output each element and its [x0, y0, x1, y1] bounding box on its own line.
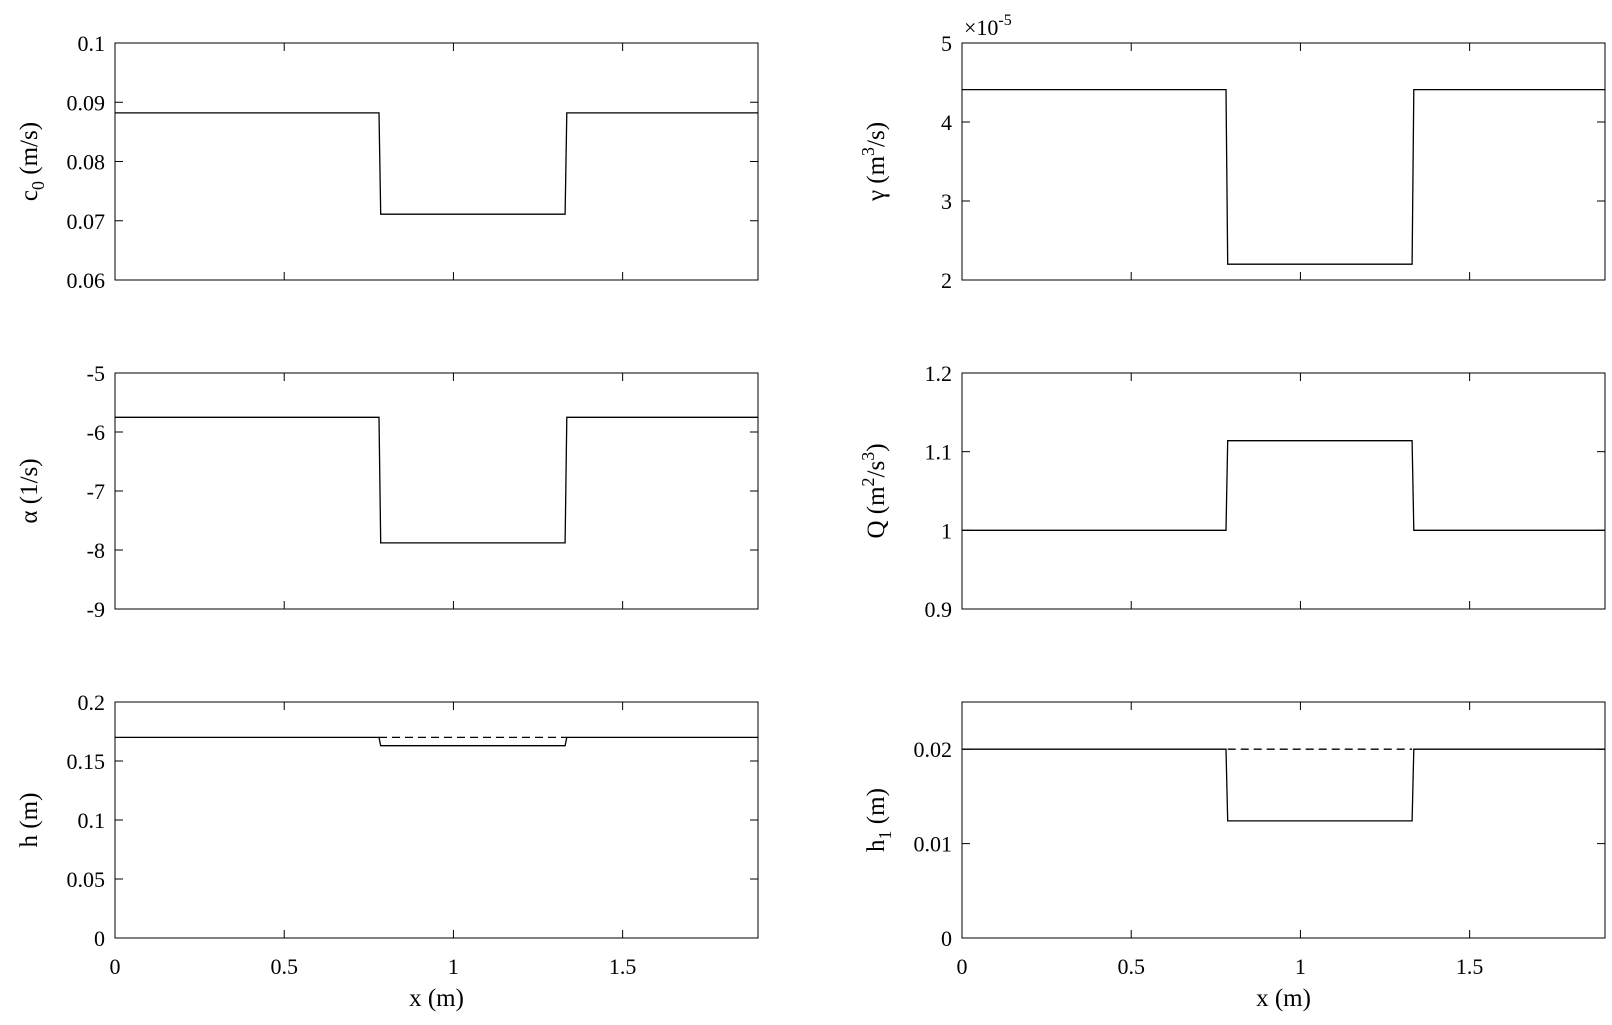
y-tick-label: 3	[941, 189, 952, 214]
y-tick-label: -5	[87, 361, 105, 386]
y-tick-label: 1	[941, 518, 952, 543]
y-tick-label: 5	[941, 31, 952, 56]
y-tick-label: 0	[941, 926, 952, 951]
y-tick-label: 0.9	[925, 597, 953, 622]
y-tick-label: 0.02	[914, 737, 953, 762]
y-tick-label: 0.07	[67, 209, 106, 234]
y-tick-label: 0.05	[67, 867, 106, 892]
y-axis-label: γ (m3/s)	[858, 122, 890, 202]
axes-frame	[961, 372, 1606, 610]
series-line	[115, 112, 758, 215]
y-exponent-label: ×10-5	[964, 12, 1012, 40]
y-tick-label: -6	[87, 420, 105, 445]
x-tick-label: 1.5	[609, 954, 637, 979]
x-tick-label: 0.5	[1117, 954, 1145, 979]
subplot-5: 0 0.5 1 1.5 0 0.05 0.1 0.15 0.2 h (m) x (m)	[16, 690, 759, 1012]
x-tick-label: 0	[110, 954, 121, 979]
y-axis-label: c0 (m/s)	[16, 122, 48, 201]
axes-frame	[961, 701, 1606, 939]
axes-frame	[114, 42, 759, 281]
x-tick-label: 1	[1295, 954, 1306, 979]
y-tick-label: -7	[87, 479, 105, 504]
x-axis-label: x (m)	[409, 985, 464, 1012]
axes-frame	[961, 42, 1606, 281]
y-tick-label: 2	[941, 268, 952, 293]
x-axis-label: x (m)	[1256, 985, 1311, 1012]
y-tick-label: 0	[94, 926, 105, 951]
y-tick-label: 0.1	[78, 31, 106, 56]
y-tick-label: 1.1	[925, 440, 953, 465]
x-tick-label: 1	[448, 954, 459, 979]
y-tick-label: 0.06	[67, 268, 106, 293]
x-tick-label: 1.5	[1456, 954, 1484, 979]
axes-frame	[114, 372, 759, 610]
subplot-1: 0.06 0.07 0.08 0.09 0.1 c0 (m/s)	[16, 31, 759, 293]
y-axis-label: α (1/s)	[16, 458, 43, 523]
x-tick-label: 0	[957, 954, 968, 979]
y-tick-label: 4	[941, 110, 952, 135]
y-tick-label: 0.01	[914, 832, 953, 857]
y-axis-label: h1 (m)	[863, 788, 895, 852]
y-tick-label: 0.08	[67, 150, 106, 175]
subplot-4: 0.9 1 1.1 1.2 Q (m2/s3)	[858, 361, 1606, 622]
y-tick-label: -8	[87, 538, 105, 563]
series-line	[115, 416, 758, 544]
y-tick-label: 1.2	[925, 361, 953, 386]
subplot-3: -9 -8 -7 -6 -5 α (1/s)	[16, 361, 759, 622]
y-axis-label: Q (m2/s3)	[858, 443, 890, 538]
series-line	[962, 440, 1605, 531]
y-tick-label: 0.09	[67, 90, 106, 115]
y-axis-label: h (m)	[16, 793, 43, 848]
y-tick-label: 0.15	[67, 749, 106, 774]
subplot-2: 2 3 4 5 ×10-5 γ (m3/s)	[858, 12, 1606, 293]
y-tick-label: 0.2	[78, 690, 106, 715]
y-tick-label: -9	[87, 597, 105, 622]
series-line	[962, 748, 1605, 822]
subplot-6: 0 0.5 1 1.5 0 0.01 0.02 h1 (m) x (m)	[863, 701, 1606, 1012]
x-tick-label: 0.5	[270, 954, 298, 979]
series-line	[115, 736, 758, 747]
y-tick-label: 0.1	[78, 808, 106, 833]
series-line	[962, 88, 1605, 265]
